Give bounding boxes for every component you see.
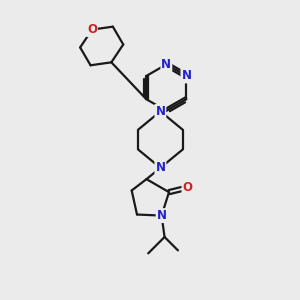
- Text: O: O: [182, 181, 192, 194]
- Text: N: N: [182, 70, 191, 83]
- Text: N: N: [161, 58, 171, 71]
- Text: N: N: [157, 209, 166, 222]
- Text: N: N: [155, 161, 165, 174]
- Text: N: N: [155, 105, 165, 118]
- Text: O: O: [87, 23, 97, 36]
